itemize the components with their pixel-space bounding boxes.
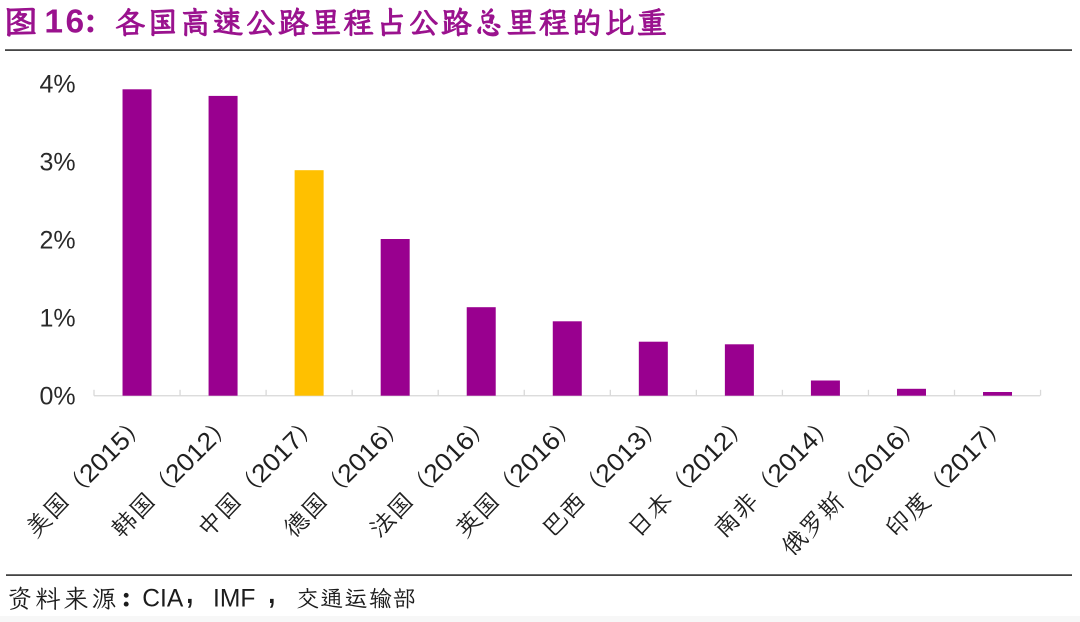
svg-text:16: 16 [44, 4, 86, 41]
svg-text:,: , [267, 570, 278, 612]
svg-text:,: , [185, 570, 196, 612]
svg-text:3%: 3% [40, 149, 76, 177]
svg-text:CIA: CIA [142, 585, 184, 612]
svg-text:2%: 2% [40, 227, 76, 255]
svg-text:IMF: IMF [213, 585, 255, 612]
svg-text:0%: 0% [40, 383, 76, 411]
svg-text:4%: 4% [40, 71, 76, 99]
svg-text:1%: 1% [40, 305, 76, 333]
